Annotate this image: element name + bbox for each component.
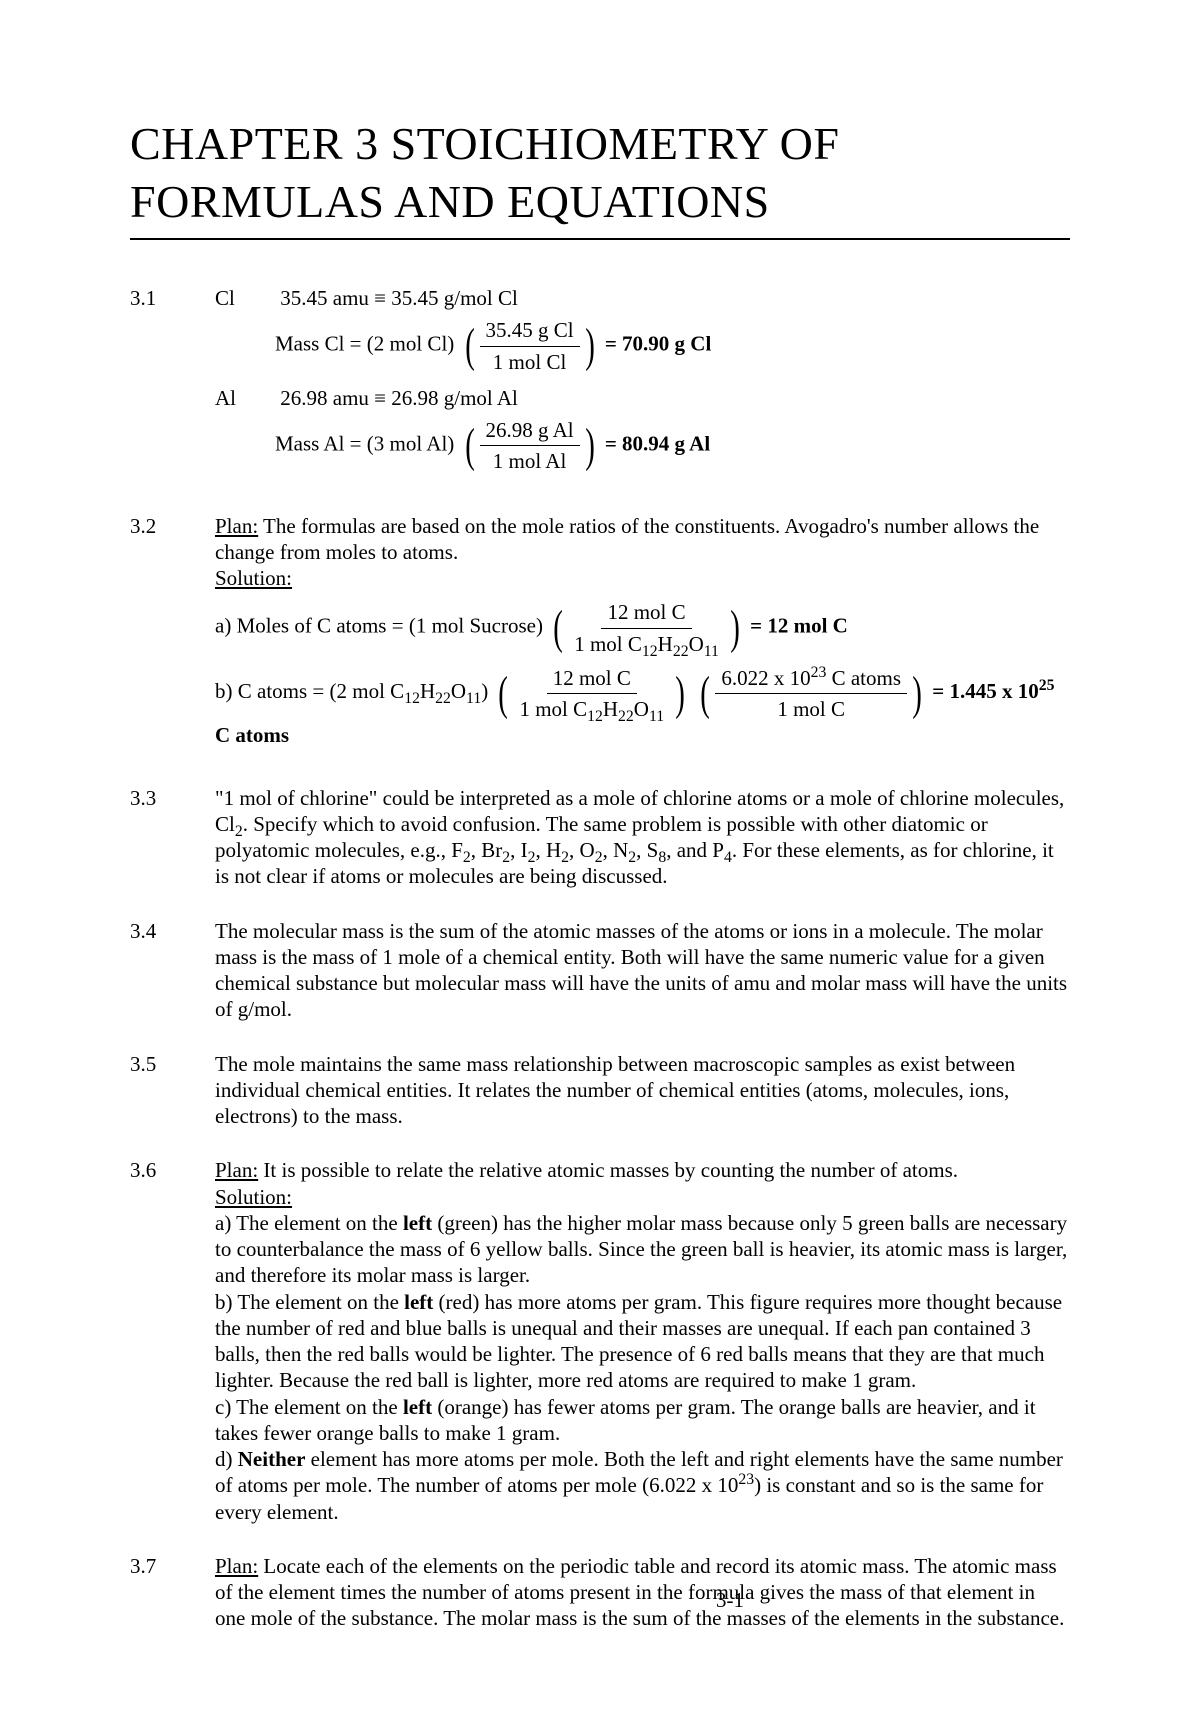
problem-number: 3.6 xyxy=(130,1157,215,1525)
part-a-result: = 12 mol C xyxy=(750,614,848,638)
plan-label: Plan: xyxy=(215,514,258,538)
problem-body: Plan: The formulas are based on the mole… xyxy=(215,513,1070,757)
frac-num: 12 mol C xyxy=(547,665,637,694)
al-mass-lhs: Mass Al = (3 mol Al) xyxy=(275,432,454,456)
problem-number: 3.1 xyxy=(130,285,215,485)
frac-num: 6.022 x 1023 C atoms xyxy=(715,665,907,694)
frac-num: 12 mol C xyxy=(601,599,691,628)
solution-label: Solution: xyxy=(215,565,1070,591)
problem-3-2: 3.2 Plan: The formulas are based on the … xyxy=(130,513,1070,757)
cl-result: = 70.90 g Cl xyxy=(605,332,711,356)
chapter-title: CHAPTER 3 STOICHIOMETRY OF FORMULAS AND … xyxy=(130,115,1070,240)
problem-3-4: 3.4 The molecular mass is the sum of the… xyxy=(130,918,1070,1023)
problem-body: "1 mol of chlorine" could be interpreted… xyxy=(215,785,1070,890)
part-c: c) The element on the left (orange) has … xyxy=(215,1394,1070,1447)
page-number: 3-1 xyxy=(130,1587,1200,1613)
cl-mass-lhs: Mass Cl = (2 mol Cl) xyxy=(275,332,454,356)
part-a-lhs: a) Moles of C atoms = (1 mol Sucrose) xyxy=(215,614,543,638)
frac-den: 1 mol Cl xyxy=(487,347,573,375)
al-result: = 80.94 g Al xyxy=(605,432,710,456)
al-amu: 26.98 amu ≡ 26.98 g/mol Al xyxy=(280,386,518,410)
solution-label: Solution: xyxy=(215,1184,1070,1210)
plan-text: The formulas are based on the mole ratio… xyxy=(215,514,1039,564)
problem-3-5: 3.5 The mole maintains the same mass rel… xyxy=(130,1051,1070,1130)
fraction: ( 12 mol C 1 mol C12H22O11 ) xyxy=(550,599,743,657)
plan-label: Plan: xyxy=(215,1158,258,1182)
plan-label: Plan: xyxy=(215,1554,258,1578)
element-label-al: Al xyxy=(215,385,275,411)
cl-amu: 35.45 amu ≡ 35.45 g/mol Cl xyxy=(280,286,518,310)
problem-number: 3.2 xyxy=(130,513,215,757)
fraction: ( 35.45 g Cl 1 mol Cl ) xyxy=(462,317,598,375)
problem-number: 3.4 xyxy=(130,918,215,1023)
frac-den: 1 mol C xyxy=(771,694,851,722)
part-a: a) The element on the left (green) has t… xyxy=(215,1210,1070,1289)
part-b: b) The element on the left (red) has mor… xyxy=(215,1289,1070,1394)
problem-3-6: 3.6 Plan: It is possible to relate the r… xyxy=(130,1157,1070,1525)
problem-number: 3.5 xyxy=(130,1051,215,1130)
problem-number: 3.3 xyxy=(130,785,215,890)
problem-body: Cl 35.45 amu ≡ 35.45 g/mol Cl Mass Cl = … xyxy=(215,285,1070,485)
part-d: d) Neither element has more atoms per mo… xyxy=(215,1446,1070,1525)
problem-body: The mole maintains the same mass relatio… xyxy=(215,1051,1070,1130)
element-label-cl: Cl xyxy=(215,285,275,311)
part-b-lhs: b) C atoms = (2 mol C12H22O11) xyxy=(215,679,488,703)
plan-text: It is possible to relate the relative at… xyxy=(258,1158,958,1182)
frac-den: 1 mol C12H22O11 xyxy=(513,694,670,722)
problem-body: The molecular mass is the sum of the ato… xyxy=(215,918,1070,1023)
problem-3-1: 3.1 Cl 35.45 amu ≡ 35.45 g/mol Cl Mass C… xyxy=(130,285,1070,485)
frac-num: 26.98 g Al xyxy=(480,417,580,446)
problem-3-3: 3.3 "1 mol of chlorine" could be interpr… xyxy=(130,785,1070,890)
frac-den: 1 mol C12H22O11 xyxy=(568,629,725,657)
fraction: ( 26.98 g Al 1 mol Al ) xyxy=(462,417,598,475)
fraction: ( 6.022 x 1023 C atoms 1 mol C ) xyxy=(697,665,925,723)
frac-den: 1 mol Al xyxy=(487,446,573,474)
problem-body: Plan: It is possible to relate the relat… xyxy=(215,1157,1070,1525)
frac-num: 35.45 g Cl xyxy=(480,317,580,346)
fraction: ( 12 mol C 1 mol C12H22O11 ) xyxy=(495,665,688,723)
